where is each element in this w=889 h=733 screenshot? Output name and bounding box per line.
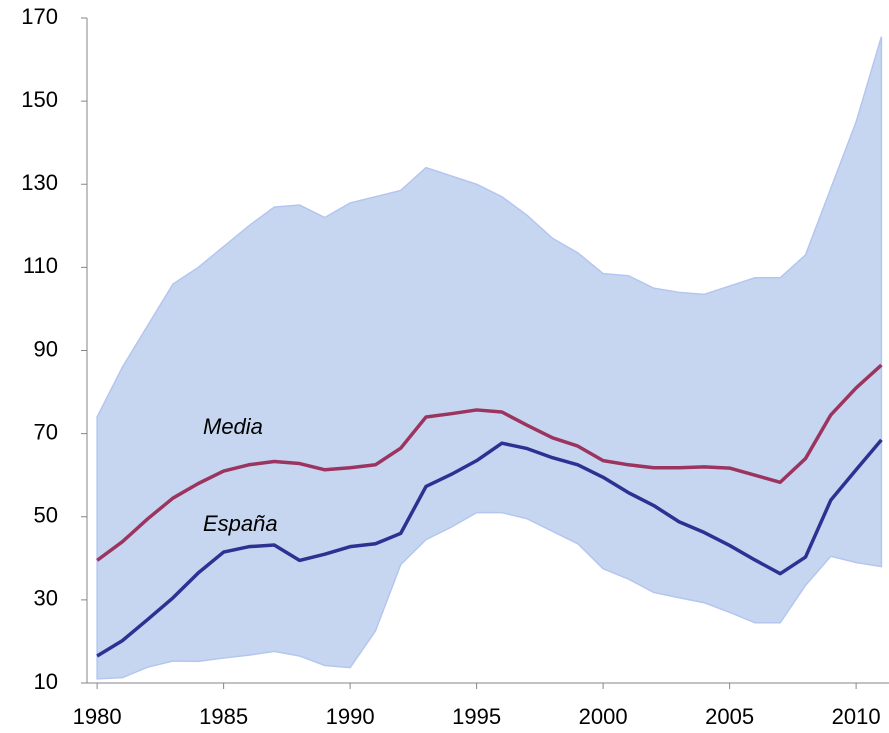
x-tick-label: 1985 <box>199 704 248 729</box>
x-tick-label: 2010 <box>832 704 881 729</box>
x-tick-label: 2005 <box>705 704 754 729</box>
y-tick-label: 130 <box>21 170 58 195</box>
y-tick-label: 110 <box>23 253 58 278</box>
x-tick-label: 1995 <box>452 704 501 729</box>
y-tick-label: 10 <box>34 669 58 694</box>
y-tick-label: 170 <box>21 4 58 29</box>
x-tick-label: 2000 <box>579 704 628 729</box>
y-tick-label: 30 <box>34 586 58 611</box>
range-band <box>96 36 883 680</box>
series-line <box>96 363 883 562</box>
plot-area: 10 30 50 70 90 110 130 150 170 1980 1985 1990 1995 20… <box>21 4 889 729</box>
x-tick-label: 1990 <box>326 704 375 729</box>
series-line <box>96 438 883 658</box>
y-tick-label: 50 <box>34 503 58 528</box>
media-annotation: Media <box>203 414 263 439</box>
y-tick-label: 70 <box>34 419 58 444</box>
espana-annotation: España <box>203 511 278 536</box>
y-tick-label: 90 <box>34 336 58 361</box>
x-tick-label: 1980 <box>73 704 122 729</box>
y-tick-label: 150 <box>21 87 58 112</box>
